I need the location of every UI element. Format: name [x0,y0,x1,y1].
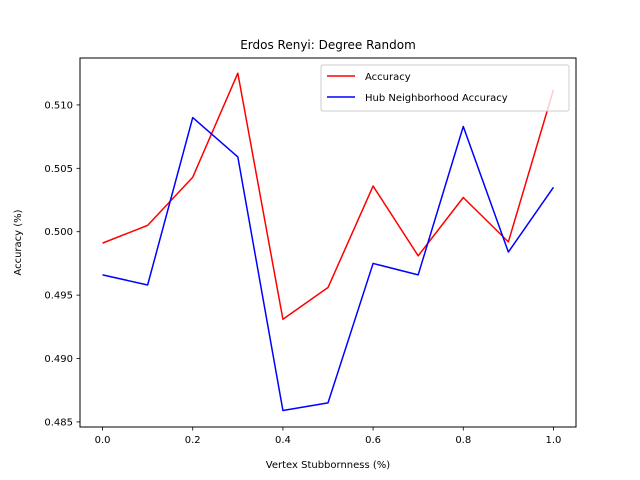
x-tick-label: 0.2 [185,435,201,446]
y-tick-label: 0.495 [44,291,73,302]
x-tick-label: 0.6 [365,435,381,446]
y-tick-label: 0.510 [44,100,73,111]
x-axis-label: Vertex Stubbornness (%) [266,460,391,471]
chart-title: Erdos Renyi: Degree Random [240,38,416,52]
legend: Accuracy Hub Neighborhood Accuracy [320,64,570,112]
x-tick-label: 0.0 [95,435,111,446]
x-tick-label: 0.4 [275,435,291,446]
y-tick-label: 0.500 [44,227,73,238]
legend-box [320,64,570,112]
x-tick-label: 1.0 [546,435,562,446]
plot-lines [102,72,555,412]
y-tick-label: 0.490 [44,354,73,365]
y-axis-label: Accuracy (%) [13,209,24,275]
y-tick-label: 0.485 [44,417,73,428]
x-tick-label: 0.8 [455,435,471,446]
legend-label: Hub Neighborhood Accuracy [365,93,508,104]
y-tick-label: 0.505 [44,164,73,175]
x-axis: 0.0 0.2 0.4 0.6 0.8 1.0 [95,427,562,446]
y-axis: 0.485 0.490 0.495 0.500 0.505 0.510 [44,100,80,428]
series-line-accuracy [102,72,555,320]
plot-frame [79,57,577,428]
series-line-hub-neighborhood-accuracy [102,116,555,412]
legend-label: Accuracy [365,72,411,83]
